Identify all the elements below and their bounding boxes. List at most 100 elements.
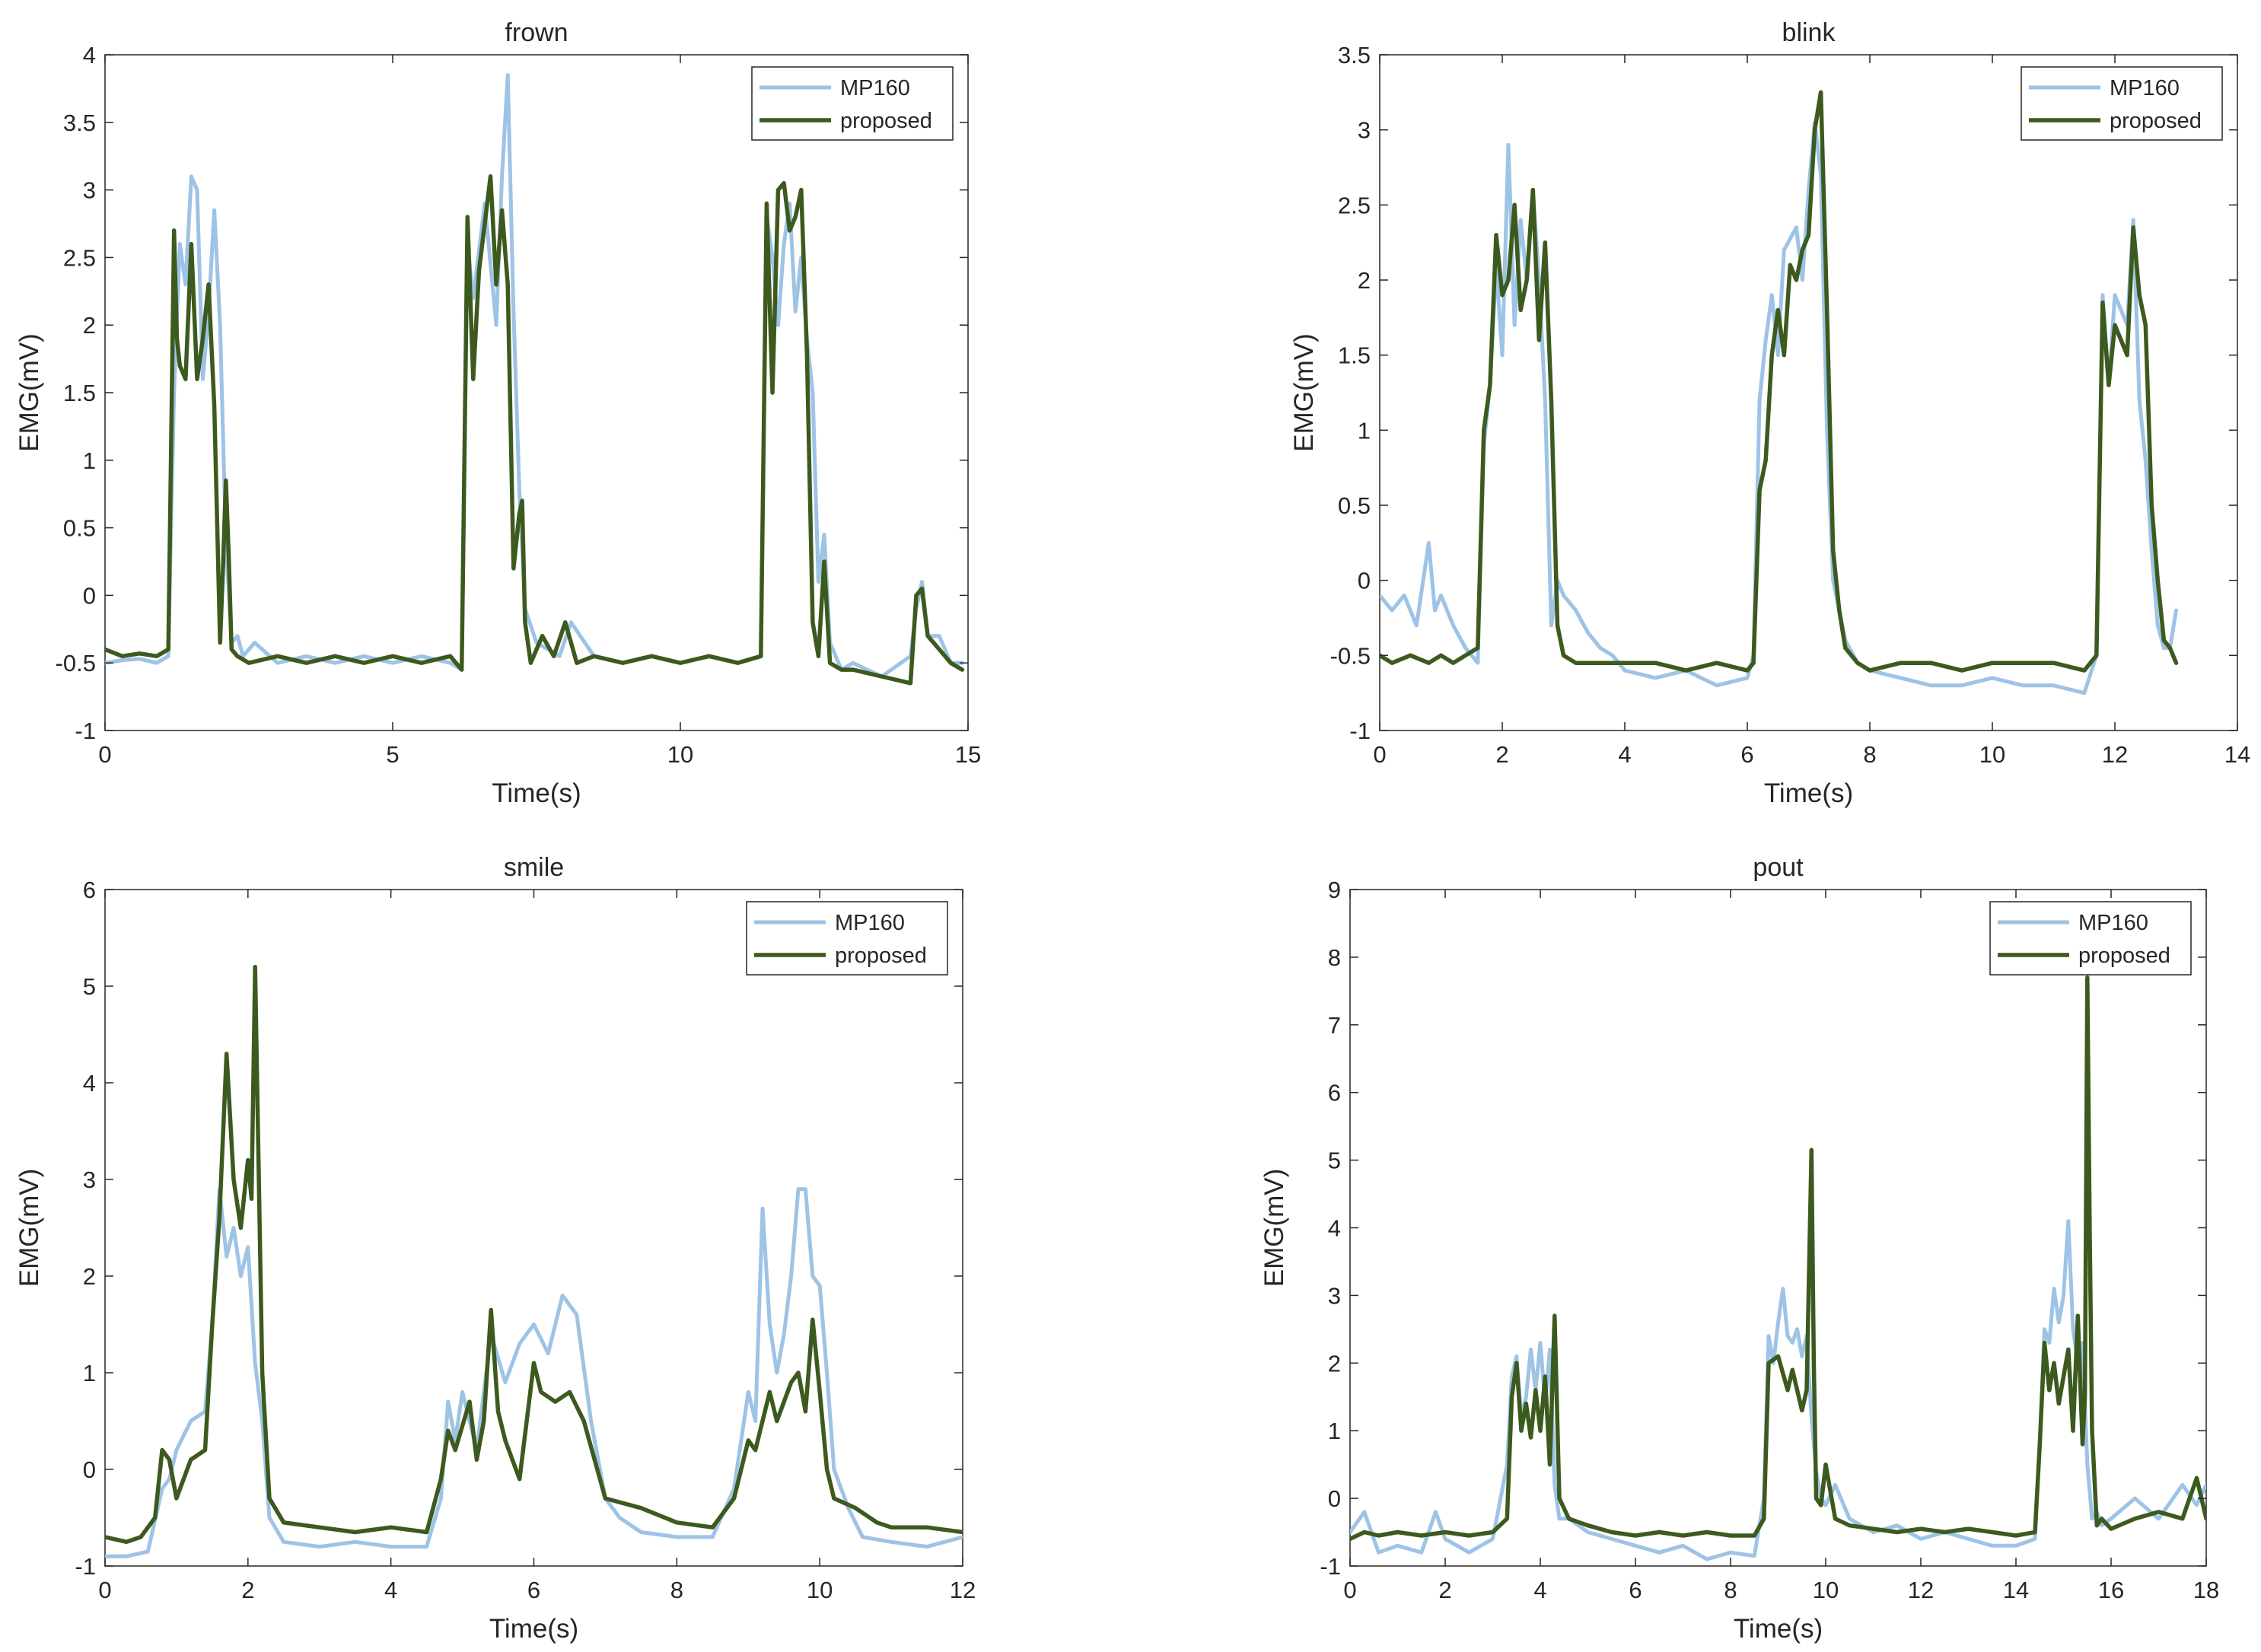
chart-blink-ytick-label: 3 [1358, 117, 1371, 144]
chart-smile-legend: MP160 proposed [746, 901, 948, 976]
chart-blink-ytick-label: 0 [1358, 568, 1371, 594]
chart-pout-xtick-label: 8 [1724, 1577, 1737, 1603]
chart-smile-plot-area [104, 889, 963, 1567]
chart-smile-ytick-label: 3 [83, 1167, 96, 1193]
chart-smile-ytick-label: 6 [83, 877, 96, 903]
chart-pout-ytick-label: 1 [1328, 1418, 1341, 1444]
chart-smile-ytick-label: 2 [83, 1263, 96, 1290]
chart-blink-ytick-label: 3.5 [1338, 42, 1371, 68]
chart-blink-xtick-label: 10 [1979, 741, 2005, 768]
chart-blink-series-proposed-line [1380, 90, 2179, 673]
chart-smile-xtick-label: 6 [527, 1577, 540, 1603]
chart-frown-series-proposed-line [105, 174, 965, 686]
chart-pout-title: pout [1753, 853, 1804, 882]
chart-frown-xtick-label: 5 [386, 741, 399, 768]
chart-pout-series-proposed-line [1350, 975, 2206, 1542]
chart-pout-xtick-label: 6 [1629, 1577, 1642, 1603]
chart-frown-legend-box [751, 66, 954, 141]
chart-blink-xtick-label: 0 [1373, 741, 1386, 768]
chart-frown-ytick-label: 4 [83, 42, 96, 68]
chart-blink: 0 2 4 6 8 10 12 14 -1 -0.5 0 0.5 1 1.5 2 2.5 3 3.5 blink Ti… [1289, 18, 2250, 808]
chart-smile-xtick-label: 12 [950, 1577, 976, 1603]
chart-smile-xtick-label: 8 [670, 1577, 683, 1603]
chart-blink-ytick-label: 1 [1358, 417, 1371, 444]
chart-frown-legend: MP160 proposed [751, 66, 954, 141]
chart-pout-ytick-label: 6 [1328, 1080, 1341, 1106]
chart-smile-series-MP160-line [105, 1187, 963, 1558]
chart-smile-xtick-label: 10 [807, 1577, 833, 1603]
chart-pout-xlabel: Time(s) [1734, 1614, 1823, 1644]
chart-pout-legend-box [1989, 901, 2192, 976]
chart-blink-plot-area [1379, 54, 2238, 731]
chart-blink-xtick-label: 6 [1740, 741, 1753, 768]
chart-pout-ytick-label: 9 [1328, 877, 1341, 903]
chart-pout-xtick-label: 0 [1343, 1577, 1356, 1603]
chart-blink-xtick-label: 8 [1863, 741, 1876, 768]
chart-pout-xtick-label: 12 [1908, 1577, 1934, 1603]
chart-pout-legend-label-MP160: MP160 [2078, 911, 2148, 935]
chart-pout-xtick-label: 14 [2003, 1577, 2029, 1603]
chart-blink-xtick-label: 2 [1495, 741, 1508, 768]
chart-frown-ytick-label: -0.5 [56, 650, 96, 676]
chart-pout-xtick-label: 4 [1533, 1577, 1546, 1603]
chart-frown-ytick-label: 2 [83, 312, 96, 339]
chart-frown-plot-area [104, 54, 969, 731]
chart-frown-legend-label-proposed: proposed [840, 109, 932, 133]
chart-smile-xtick-label: 2 [241, 1577, 254, 1603]
chart-frown-xtick-label: 15 [955, 741, 981, 768]
chart-smile-legend-box [746, 901, 948, 976]
chart-frown-ytick-label: 1 [83, 447, 96, 474]
chart-smile-ytick-label: 4 [83, 1070, 96, 1097]
chart-blink-legend: MP160 proposed [2021, 66, 2223, 141]
chart-smile-ytick-label: 0 [83, 1456, 96, 1483]
chart-frown-ytick-label: 2.5 [63, 244, 96, 271]
chart-blink-xtick-label: 4 [1618, 741, 1631, 768]
chart-pout-ytick-label: 8 [1328, 944, 1341, 971]
chart-pout-ytick-label: 2 [1328, 1350, 1341, 1377]
chart-smile-xtick-label: 4 [384, 1577, 397, 1603]
chart-pout-plot-area [1349, 889, 2207, 1567]
chart-frown-xlabel: Time(s) [492, 778, 581, 808]
chart-blink-ylabel: EMG(mV) [1289, 333, 1319, 452]
chart-blink-ytick-label: -1 [1349, 718, 1371, 744]
chart-frown-ytick-label: 3.5 [63, 110, 96, 136]
chart-frown-title: frown [505, 18, 568, 47]
chart-smile-series-proposed-line [105, 964, 963, 1545]
chart-pout-ytick-label: 0 [1328, 1485, 1341, 1512]
chart-frown-xtick-label: 0 [98, 741, 111, 768]
chart-blink-legend-label-MP160: MP160 [2110, 76, 2180, 100]
chart-smile-ytick-label: 5 [83, 973, 96, 1000]
chart-pout-xtick-label: 2 [1438, 1577, 1451, 1603]
chart-frown: 0 5 10 15 -1 -0.5 0 0.5 1 1.5 2 2.5 3 3.5 4 frown Time(s… [14, 18, 981, 808]
chart-smile-xtick-label: 0 [98, 1577, 111, 1603]
chart-smile-title: smile [504, 853, 564, 882]
chart-blink-title: blink [1782, 18, 1836, 47]
chart-blink-legend-label-proposed: proposed [2110, 109, 2202, 133]
chart-pout-ytick-label: 7 [1328, 1012, 1341, 1039]
chart-pout-legend-label-proposed: proposed [2078, 944, 2170, 968]
chart-frown-series-MP160-line [105, 73, 964, 679]
chart-pout-xtick-label: 18 [2193, 1577, 2219, 1603]
chart-smile-legend-label-MP160: MP160 [835, 911, 905, 935]
chart-blink-ytick-label: 0.5 [1338, 492, 1371, 519]
chart-blink-legend-box [2021, 66, 2223, 141]
chart-pout-ylabel: EMG(mV) [1259, 1169, 1289, 1288]
chart-frown-ytick-label: 0 [83, 582, 96, 609]
chart-smile-legend-label-proposed: proposed [835, 944, 927, 968]
chart-smile-ylabel: EMG(mV) [14, 1169, 44, 1288]
chart-frown-ytick-label: -1 [75, 718, 96, 744]
chart-smile: 0 2 4 6 8 10 12-10123456smileTime(s)EMG(mV)MP1… [14, 853, 976, 1644]
chart-blink-xtick-label: 14 [2224, 741, 2250, 768]
chart-blink-ytick-label: 1.5 [1338, 342, 1371, 369]
chart-blink-ytick-label: 2 [1358, 267, 1371, 294]
chart-pout-xtick-label: 16 [2098, 1577, 2124, 1603]
chart-pout-ytick-label: 4 [1328, 1215, 1341, 1242]
chart-smile-xlabel: Time(s) [489, 1614, 578, 1644]
chart-smile-ytick-label: 1 [83, 1360, 96, 1386]
chart-pout-legend: MP160 proposed [1989, 901, 2192, 976]
chart-pout-xtick-label: 10 [1813, 1577, 1839, 1603]
chart-pout-ytick-label: 5 [1328, 1147, 1341, 1174]
chart-blink-ytick-label: -0.5 [1330, 642, 1371, 669]
chart-blink-xlabel: Time(s) [1764, 778, 1853, 808]
